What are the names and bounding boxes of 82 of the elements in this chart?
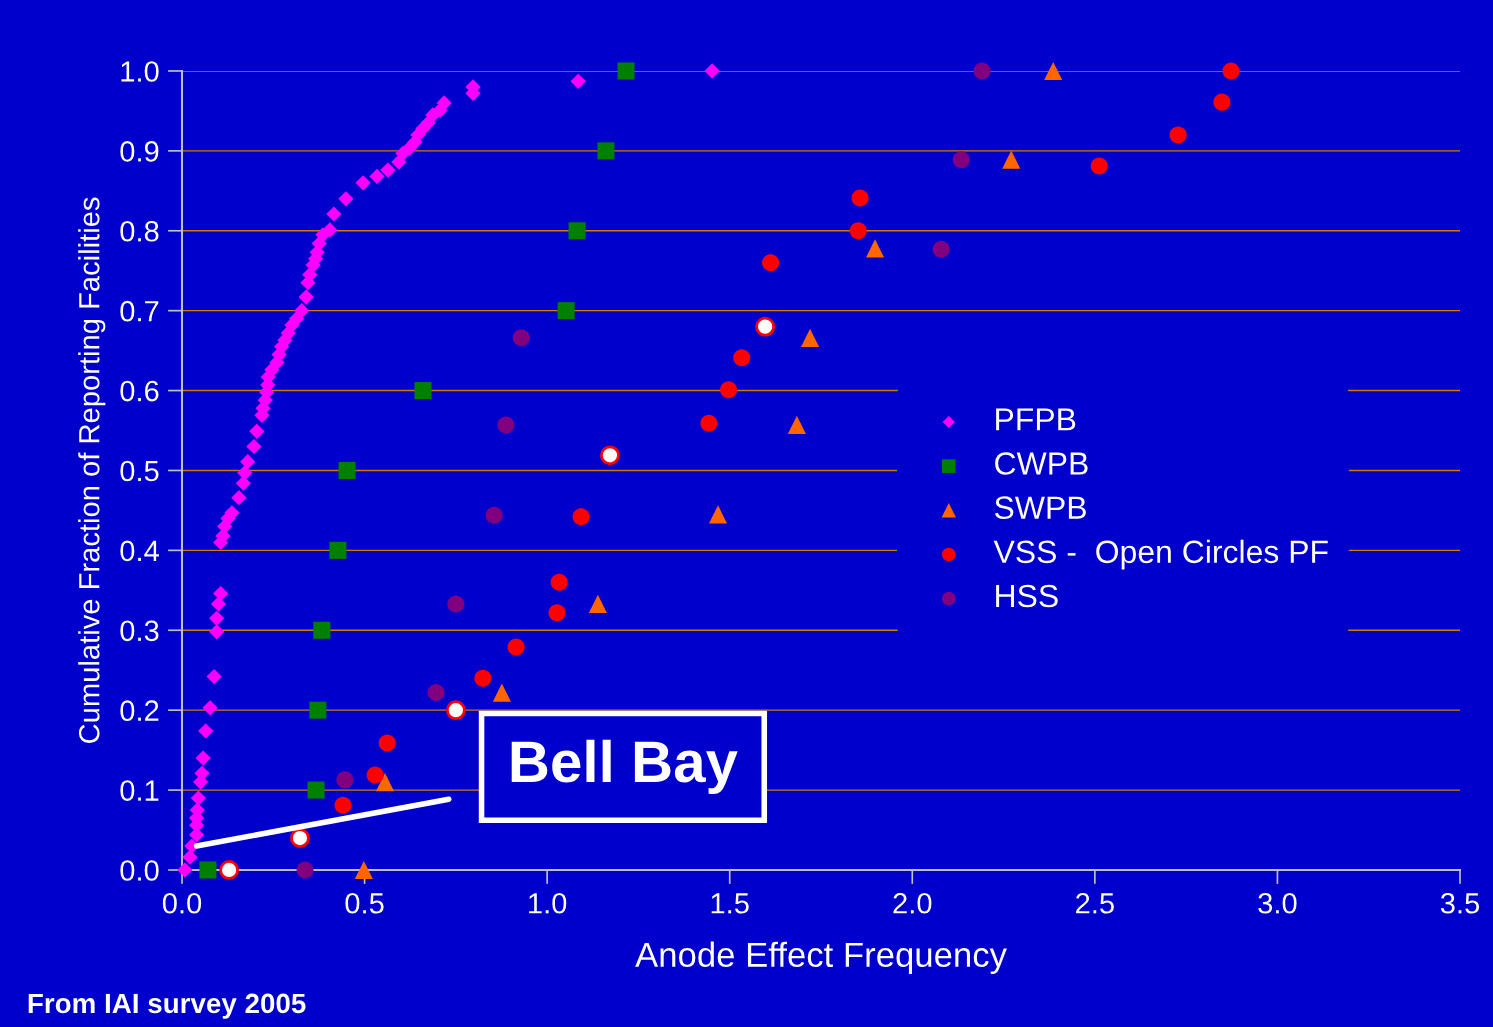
- point: [1090, 157, 1108, 175]
- point: [1213, 93, 1231, 111]
- point: [492, 683, 511, 702]
- y-tick-label: 0.9: [120, 141, 159, 162]
- text: From IAI survey 2005: [28, 993, 306, 1019]
- point: [865, 239, 885, 258]
- point: [474, 669, 492, 687]
- point: [1044, 61, 1063, 81]
- point: [800, 328, 820, 347]
- y-tick-label: 0.3: [120, 620, 159, 642]
- point: [307, 781, 325, 799]
- point: [338, 461, 356, 479]
- point: [199, 861, 217, 879]
- y-tick-label: 0.8: [120, 220, 159, 242]
- x-tick-label: 2.5: [1076, 892, 1114, 914]
- point: [219, 860, 239, 880]
- point: [1222, 62, 1240, 80]
- point: [932, 240, 950, 258]
- x-tick-label: 0.5: [345, 892, 384, 914]
- point: [334, 796, 352, 814]
- point: [973, 62, 991, 80]
- point: [700, 414, 718, 432]
- legend-label: SWPB: [994, 496, 1086, 519]
- point: [309, 701, 327, 719]
- y-tick-label: 1.0: [121, 61, 159, 82]
- point: [597, 142, 615, 160]
- y-tick-label: 0.7: [120, 300, 159, 322]
- point: [557, 302, 575, 320]
- point: [414, 382, 432, 400]
- point: [447, 595, 465, 613]
- point: [851, 189, 869, 207]
- legend-label: HSS: [996, 584, 1058, 608]
- point: [787, 415, 806, 434]
- y-tick-label: 0.1: [120, 780, 159, 801]
- x-axis-title: Anode Effect Frequency: [635, 941, 1007, 974]
- point: [290, 828, 310, 848]
- point: [366, 766, 384, 784]
- point: [600, 445, 620, 466]
- y-axis-title: Cumulative Fraction of Reporting Facilities: [78, 197, 106, 743]
- legend-label: CWPB: [995, 452, 1088, 475]
- point: [617, 62, 635, 80]
- point: [485, 506, 503, 524]
- x-tick-label: 3.5: [1440, 892, 1480, 914]
- point: [755, 316, 776, 337]
- point: [548, 604, 566, 622]
- point: [296, 861, 314, 879]
- point: [568, 222, 586, 240]
- point: [445, 700, 466, 721]
- point: [720, 381, 738, 399]
- annotation: Bell Bay: [511, 739, 738, 795]
- point: [550, 573, 568, 591]
- y-tick-label: 0.0: [120, 860, 159, 881]
- point: [849, 222, 867, 240]
- point: [588, 594, 607, 613]
- y-tick-label: 0.5: [120, 460, 159, 482]
- point: [336, 771, 354, 789]
- point: [329, 541, 347, 559]
- x-tick-label: 0.0: [162, 892, 202, 914]
- x-tick-label: 1.0: [529, 892, 567, 914]
- x-tick-label: 2.0: [893, 892, 932, 914]
- point: [572, 508, 590, 526]
- point: [354, 860, 373, 880]
- point: [375, 773, 395, 792]
- point: [313, 621, 331, 639]
- y-tick-label: 0.2: [120, 700, 159, 722]
- legend-label: PFPB: [996, 408, 1076, 431]
- point: [733, 349, 751, 367]
- x-tick-label: 3.0: [1258, 892, 1297, 914]
- point: [497, 416, 515, 434]
- point: [512, 329, 530, 347]
- point: [762, 254, 780, 272]
- legend-label: VSS - Open Circles PF: [993, 539, 1328, 570]
- point: [708, 505, 728, 524]
- y-tick-label: 0.4: [120, 540, 159, 562]
- y-tick-label: 0.6: [120, 380, 159, 402]
- point: [507, 638, 525, 656]
- point: [1169, 126, 1187, 144]
- point: [1002, 150, 1021, 169]
- x-tick-label: 1.5: [711, 893, 749, 914]
- point: [427, 684, 445, 702]
- point: [952, 151, 970, 169]
- point: [378, 734, 396, 752]
